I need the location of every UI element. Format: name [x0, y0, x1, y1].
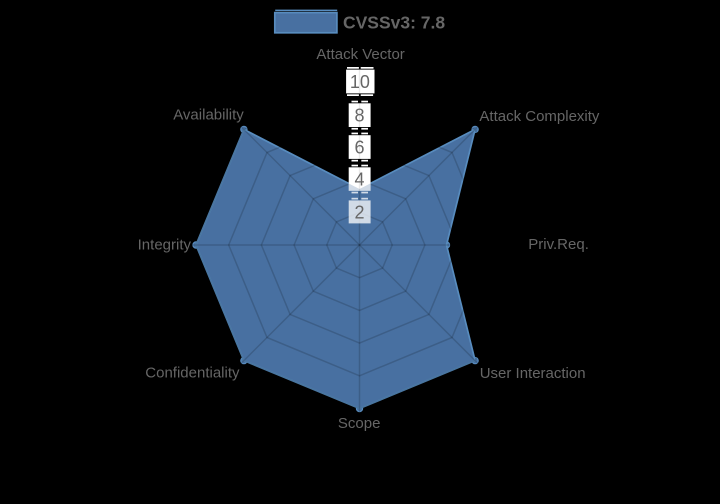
svg-text:Priv.Req.: Priv.Req. [528, 236, 589, 253]
svg-text:Confidentiality: Confidentiality [145, 365, 240, 382]
svg-text:Integrity: Integrity [138, 236, 192, 253]
svg-text:Attack Complexity: Attack Complexity [479, 108, 600, 125]
svg-text:CVSSv3: 7.8: CVSSv3: 7.8 [343, 12, 445, 32]
svg-text:4: 4 [354, 170, 364, 190]
svg-text:User Interaction: User Interaction [480, 365, 586, 382]
svg-text:2: 2 [354, 202, 364, 222]
svg-text:10: 10 [350, 72, 370, 92]
svg-text:6: 6 [354, 138, 364, 158]
svg-text:Scope: Scope [338, 415, 381, 432]
svg-text:8: 8 [354, 106, 364, 126]
svg-text:Attack Vector: Attack Vector [316, 46, 404, 63]
svg-text:Availability: Availability [173, 107, 244, 124]
